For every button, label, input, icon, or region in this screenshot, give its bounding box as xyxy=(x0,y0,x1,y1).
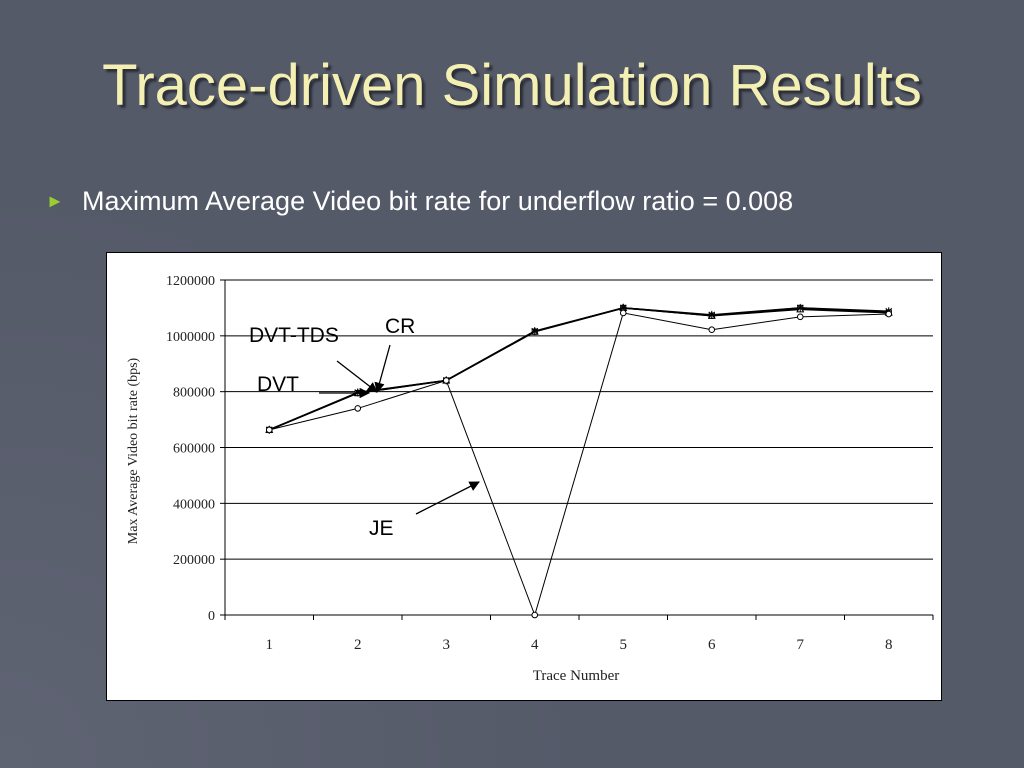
annotation-label: CR xyxy=(385,315,415,338)
x-tick-label: 8 xyxy=(885,637,893,653)
series-lines xyxy=(265,303,893,619)
data-point xyxy=(531,327,539,336)
bullet-text: Maximum Average Video bit rate for under… xyxy=(82,186,794,216)
data-point xyxy=(531,611,539,619)
data-point xyxy=(885,310,893,318)
series-line-cr xyxy=(268,307,889,431)
gridlines xyxy=(225,279,933,560)
bullet-item: ► Maximum Average Video bit rate for und… xyxy=(46,186,793,217)
slide-title: Trace-driven Simulation Results xyxy=(102,53,922,118)
data-point xyxy=(354,405,362,412)
annotation-arrow xyxy=(336,360,378,393)
y-tick-label: 1200000 xyxy=(166,274,215,289)
data-point xyxy=(708,326,716,333)
series-line-dvt-tds xyxy=(268,307,889,431)
annotation-arrow xyxy=(415,481,480,515)
data-point xyxy=(619,309,627,317)
annotation-label: JE xyxy=(369,517,394,540)
annotations: DVT-TDS CR DVT JE xyxy=(249,315,480,540)
x-tick-label: 1 xyxy=(266,637,274,653)
x-tick-label: 5 xyxy=(620,637,628,653)
annotation-label: DVT xyxy=(257,373,299,396)
series-line-dvt xyxy=(268,307,889,431)
y-tick-label: 1000000 xyxy=(166,330,215,345)
x-tick-label: 2 xyxy=(354,637,362,653)
y-tick-label: 0 xyxy=(208,609,215,624)
data-point xyxy=(796,313,804,321)
triangle-bullet-icon: ► xyxy=(46,191,64,211)
x-tick-label: 3 xyxy=(443,637,451,653)
axes: 0 200000 400000 600000 800000 1000000 1200000 1… xyxy=(166,274,934,653)
y-tick-label: 200000 xyxy=(173,553,215,568)
y-axis-label: Max Average Video bit rate (bps) xyxy=(126,357,141,544)
x-tick-label: 7 xyxy=(797,637,805,653)
y-tick-label: 400000 xyxy=(173,497,215,512)
annotation-label: DVT-TDS xyxy=(249,324,339,347)
data-point xyxy=(265,426,273,434)
annotation-arrow xyxy=(374,344,391,394)
x-tick-label: 6 xyxy=(708,637,716,653)
data-point xyxy=(708,310,716,319)
y-tick-label: 600000 xyxy=(173,442,215,457)
data-point xyxy=(442,377,450,384)
data-point xyxy=(796,303,804,312)
series-line-je xyxy=(269,312,889,617)
x-tick-label: 4 xyxy=(531,637,539,653)
line-chart: 0 200000 400000 600000 800000 1000000 1200000 1… xyxy=(126,274,934,684)
x-axis-label: Trace Number xyxy=(533,668,620,684)
y-tick-label: 800000 xyxy=(173,386,215,401)
chart-container: 0 200000 400000 600000 800000 1000000 1200000 1… xyxy=(106,252,942,701)
